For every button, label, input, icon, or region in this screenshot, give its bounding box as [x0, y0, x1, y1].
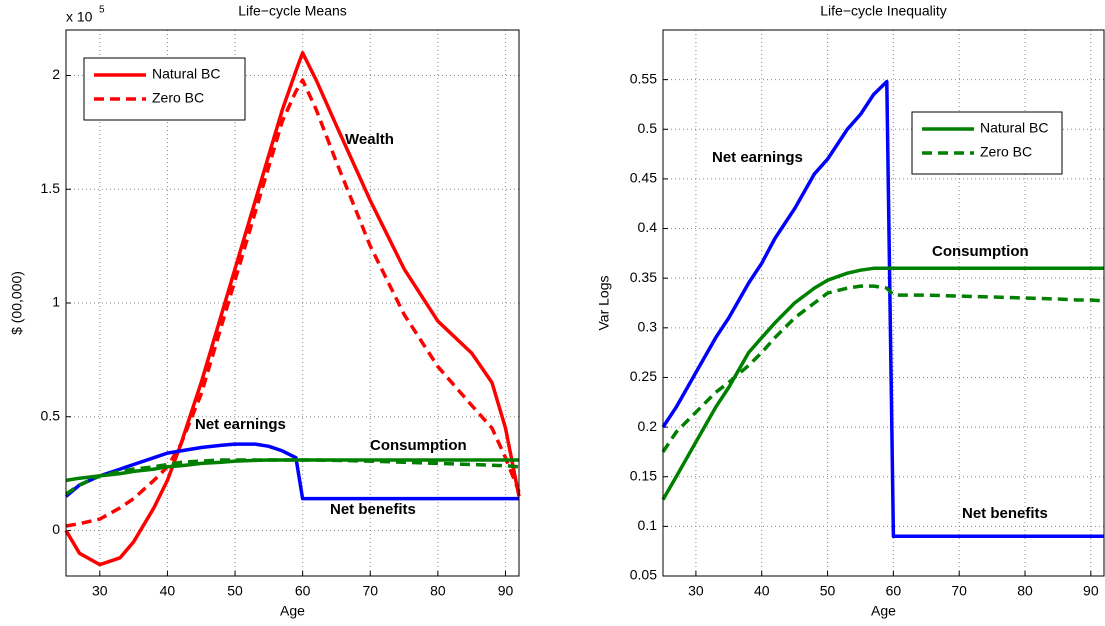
- curve-label: Consumption: [370, 437, 467, 454]
- series-line: [64, 442, 519, 501]
- curve-label: Net earnings: [195, 416, 286, 433]
- chart-title: Life−cycle Inequality: [820, 3, 946, 19]
- curve-label: Net benefits: [962, 505, 1048, 522]
- chart-title: Life−cycle Means: [238, 3, 347, 19]
- legend-label: Zero BC: [152, 90, 204, 106]
- legend-box: [911, 111, 1063, 175]
- series-line: [65, 458, 519, 483]
- curve-label: Consumption: [932, 243, 1029, 260]
- series-line: [65, 78, 521, 528]
- axes-box: [65, 29, 520, 577]
- curve-label: Net earnings: [712, 149, 803, 166]
- curve-label: Wealth: [345, 131, 394, 148]
- subplot: 30 40 50 60 70 80 90 0 0.5 1 1.5 2 Life−cycle Means A…: [9, 3, 521, 619]
- x-tick-label: 40: [160, 583, 176, 599]
- series-line: [661, 284, 1105, 453]
- y-tick-label: 0.5: [638, 120, 658, 136]
- x-tick-label: 80: [430, 583, 446, 599]
- axis-multiplier: x 10: [66, 9, 93, 25]
- plot-area: [66, 30, 519, 576]
- y-tick-label: 1: [52, 294, 60, 310]
- y-tick-label: 1.5: [41, 180, 61, 196]
- series-line: [661, 79, 1104, 539]
- x-axis-label: Age: [871, 603, 896, 619]
- x-tick-label: 30: [92, 583, 108, 599]
- y-axis-label: $ (00,000): [9, 271, 25, 335]
- x-axis-label: Age: [280, 603, 305, 619]
- axes-box: [662, 29, 1105, 577]
- x-tick-label: 80: [1017, 583, 1033, 599]
- x-tick-label: 70: [951, 583, 967, 599]
- y-tick-label: 0.2: [638, 418, 658, 434]
- y-tick-label: 0.55: [630, 70, 657, 86]
- x-tick-label: 90: [1083, 583, 1099, 599]
- y-tick-label: 0.25: [630, 368, 657, 384]
- y-tick-label: 0.4: [638, 219, 658, 235]
- y-tick-label: 0.05: [630, 567, 657, 583]
- x-tick-label: 50: [227, 583, 243, 599]
- axis-multiplier-exponent: 5: [99, 5, 105, 16]
- x-tick-label: 60: [886, 583, 902, 599]
- x-tick-label: 70: [362, 583, 378, 599]
- y-axis-label: Var Logs: [596, 276, 612, 331]
- x-tick-label: 60: [295, 583, 311, 599]
- legend-label: Natural BC: [152, 66, 220, 82]
- y-tick-label: 0.3: [638, 319, 658, 335]
- x-tick-label: 90: [498, 583, 514, 599]
- subplot: 30 40 50 60 70 80 90 0.05 0.1 0.15 0.2 0.25 0.3 0.35 0…: [596, 3, 1105, 619]
- y-tick-label: 0.35: [630, 269, 657, 285]
- legend-label: Zero BC: [980, 144, 1032, 160]
- legend-box: [83, 57, 246, 121]
- x-tick-label: 40: [754, 583, 770, 599]
- series-line: [661, 266, 1104, 501]
- x-tick-label: 50: [820, 583, 836, 599]
- y-tick-label: 0.5: [41, 407, 61, 423]
- y-tick-label: 0.45: [630, 170, 657, 186]
- series-line: [64, 51, 521, 567]
- y-tick-label: 0.1: [638, 517, 658, 533]
- x-tick-label: 30: [688, 583, 704, 599]
- legend-label: Natural BC: [980, 120, 1048, 136]
- y-tick-label: 2: [52, 66, 60, 82]
- y-tick-label: 0: [52, 521, 60, 537]
- curve-label: Net benefits: [330, 501, 416, 518]
- y-tick-label: 0.15: [630, 467, 657, 483]
